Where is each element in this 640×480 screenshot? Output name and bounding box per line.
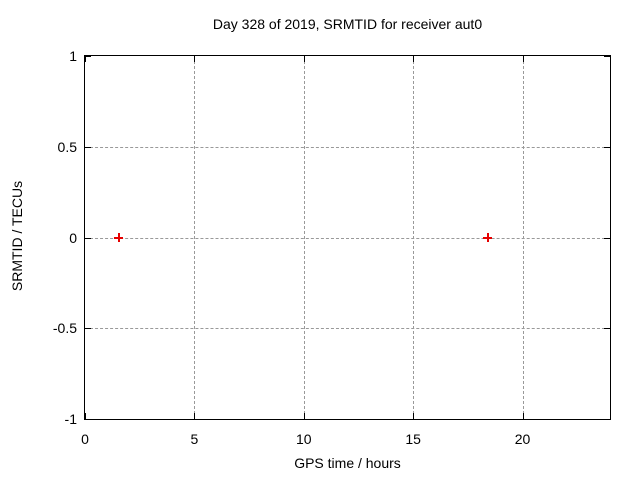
y-gridline	[85, 328, 610, 330]
x-tick-top	[194, 56, 196, 62]
x-tick-label: 0	[81, 431, 89, 447]
y-tick-label: -1	[64, 411, 77, 427]
x-tick-top	[303, 56, 305, 62]
x-tick-top	[413, 56, 415, 62]
x-tick-label: 20	[514, 431, 531, 447]
y-tick-label: -0.5	[52, 320, 77, 337]
chart-title: Day 328 of 2019, SRMTID for receiver aut…	[212, 16, 483, 32]
x-tick-bottom	[194, 413, 196, 419]
y-tick-label: 0.5	[57, 138, 77, 155]
x-tick-top	[522, 56, 524, 62]
x-tick-label: 10	[295, 431, 312, 447]
y-gridline	[85, 146, 610, 148]
data-point-marker	[483, 233, 492, 242]
y-tick-left	[85, 237, 91, 239]
y-tick-right	[604, 56, 610, 57]
y-tick-right	[604, 328, 610, 330]
x-tick-bottom	[522, 413, 524, 419]
y-tick-label: 1	[69, 48, 77, 64]
y-tick-left	[85, 419, 91, 420]
x-tick-bottom	[303, 413, 305, 419]
data-point-marker	[114, 233, 124, 242]
y-tick-right	[604, 146, 610, 148]
x-axis-label: GPS time / hours	[294, 455, 401, 471]
y-tick-left	[85, 328, 91, 330]
x-tick-bottom	[85, 413, 86, 419]
x-tick-label: 15	[405, 431, 421, 447]
y-tick-left	[85, 56, 91, 57]
y-gridline	[85, 237, 610, 239]
x-tick-bottom	[413, 413, 415, 419]
y-tick-left	[85, 146, 91, 148]
y-tick-label: 0	[69, 229, 77, 246]
x-tick-top	[85, 56, 86, 62]
y-tick-right	[604, 237, 610, 239]
y-tick-right	[604, 419, 610, 420]
x-tick-label: 5	[190, 431, 199, 447]
plot-area: 0 5 10 15 20 1 0.5 0 -0.5 -1	[53, 48, 611, 447]
